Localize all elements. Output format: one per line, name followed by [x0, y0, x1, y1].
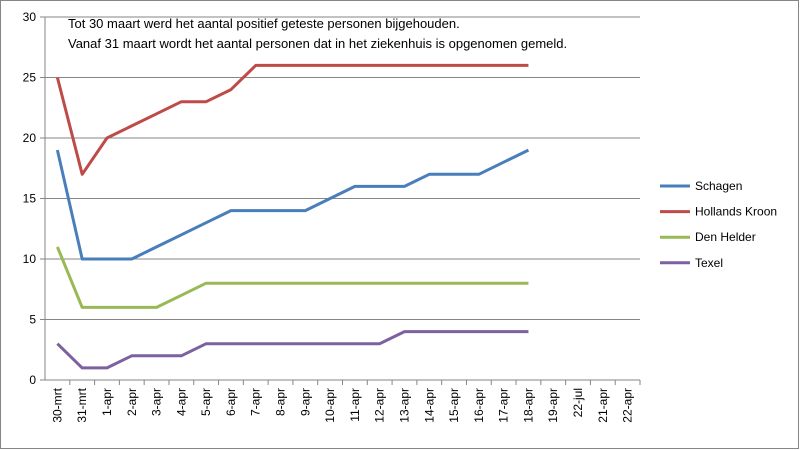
x-tick-label: 18-apr — [521, 388, 535, 423]
x-tick-label: 4-apr — [174, 388, 188, 416]
y-tick-label: 10 — [23, 252, 37, 266]
annotation: Tot 30 maart werd het aantal positief ge… — [68, 16, 460, 31]
x-tick-label: 19-apr — [546, 388, 560, 423]
legend-label: Texel — [695, 256, 723, 270]
y-tick-label: 0 — [29, 373, 36, 387]
x-tick-label: 11-apr — [348, 388, 362, 422]
x-tick-label: 5-apr — [199, 388, 213, 416]
legend-label: Den Helder — [695, 230, 756, 244]
x-tick-label: 7-apr — [249, 388, 263, 416]
x-tick-label: 12-apr — [373, 388, 387, 423]
x-tick-label: 22-apr — [621, 388, 635, 423]
legend-label: Hollands Kroon — [695, 205, 777, 219]
x-tick-label: 2-apr — [125, 388, 139, 416]
y-tick-label: 25 — [23, 71, 37, 85]
x-tick-label: 6-apr — [224, 388, 238, 416]
annotation: Vanaf 31 maart wordt het aantal personen… — [68, 36, 567, 51]
x-tick-label: 10-apr — [323, 388, 337, 423]
x-tick-label: 17-apr — [497, 388, 511, 423]
x-tick-label: 3-apr — [150, 388, 164, 416]
x-tick-label: 9-apr — [298, 388, 312, 416]
x-tick-label: 14-apr — [422, 388, 436, 423]
series-line — [55, 63, 529, 176]
y-tick-label: 30 — [23, 10, 37, 24]
x-tick-label: 31-mrt — [75, 387, 89, 422]
x-tick-label: 22-jul — [571, 388, 585, 417]
x-tick-label: 21-apr — [596, 388, 610, 423]
series-line — [56, 246, 529, 309]
y-tick-label: 15 — [23, 192, 37, 206]
x-tick-label: 13-apr — [397, 388, 411, 423]
x-tick-label: 30-mrt — [50, 387, 64, 422]
y-tick-label: 20 — [23, 131, 37, 145]
y-tick-label: 5 — [29, 313, 36, 327]
x-tick-label: 16-apr — [472, 388, 486, 423]
x-tick-label: 15-apr — [447, 388, 461, 423]
legend-label: Schagen — [695, 179, 742, 193]
series-line — [56, 330, 529, 370]
series-line — [55, 148, 530, 261]
x-tick-label: 1-apr — [100, 388, 114, 416]
x-tick-label: 8-apr — [274, 388, 288, 416]
